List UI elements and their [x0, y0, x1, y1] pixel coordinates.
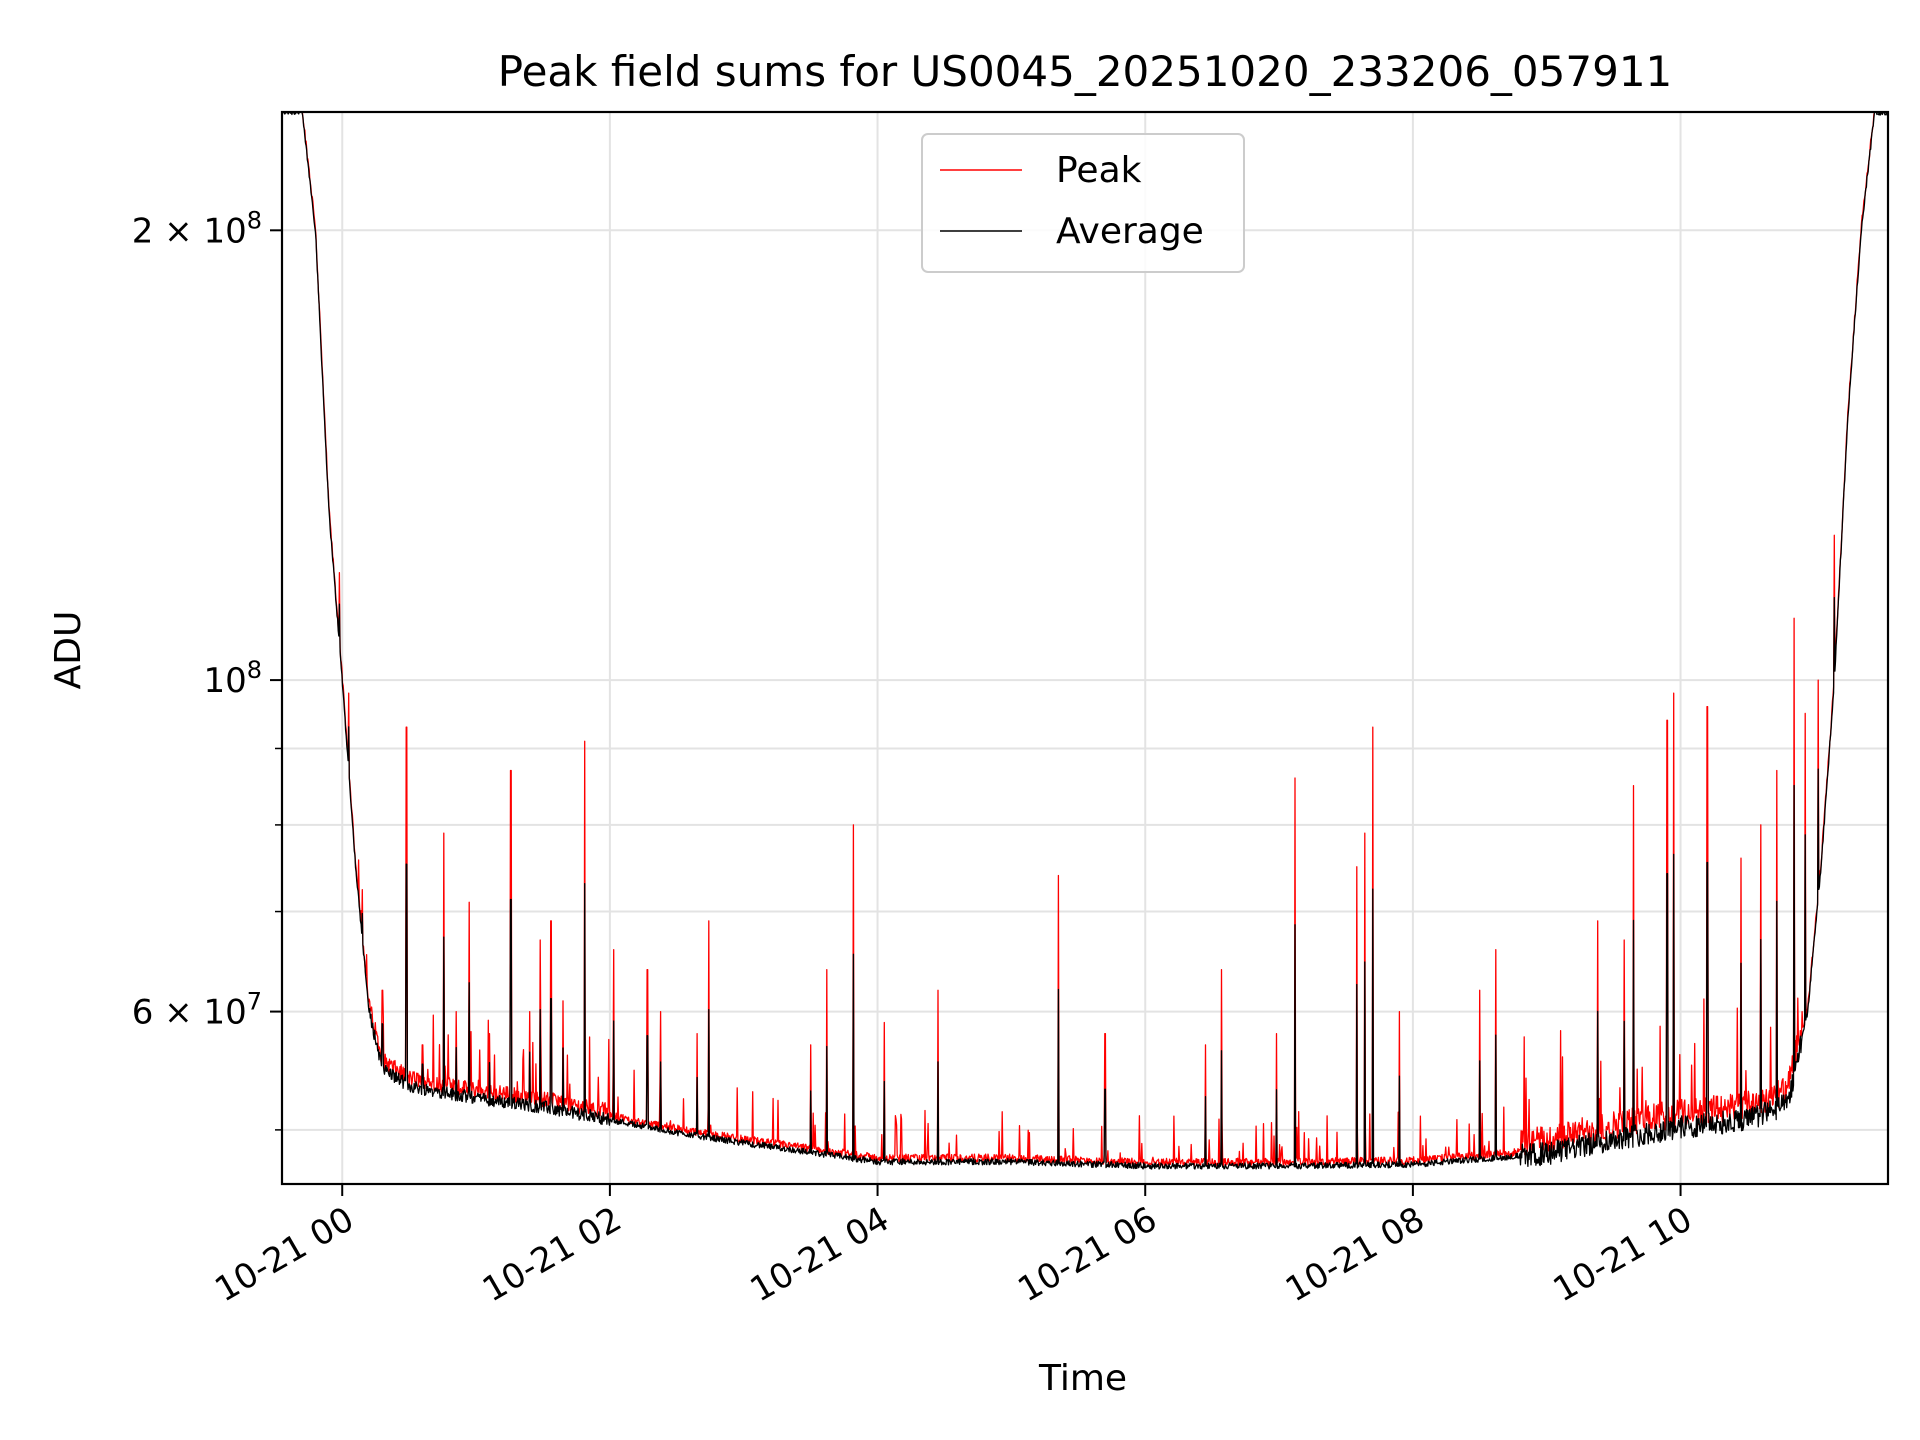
y-tick-label-exponent: 8 [247, 656, 262, 684]
chart-title: Peak field sums for US0045_20251020_2332… [498, 47, 1673, 96]
y-tick-label: 6 × 107 [132, 988, 262, 1033]
legend-average-label: Average [1056, 211, 1204, 252]
y-tick-label-base: 10 [203, 661, 246, 701]
y-axis-label: ADU [48, 611, 89, 690]
legend: Peak Average [921, 133, 1245, 273]
y-tick-label-base: 6 × 10 [132, 993, 247, 1033]
x-axis-label: Time [1038, 1358, 1127, 1399]
plot-area [281, 111, 1889, 1170]
axes-frame [280, 110, 1890, 1186]
y-tick-label-exponent: 8 [247, 206, 262, 234]
y-tick-label: 2 × 108 [132, 206, 262, 251]
y-tick-label-base: 2 × 10 [132, 211, 247, 251]
average-series-line [281, 111, 1889, 1170]
y-tick-label-exponent: 7 [247, 988, 262, 1016]
y-tick-label: 108 [203, 656, 262, 701]
legend-box [921, 133, 1245, 273]
legend-peak-label: Peak [1056, 150, 1142, 191]
